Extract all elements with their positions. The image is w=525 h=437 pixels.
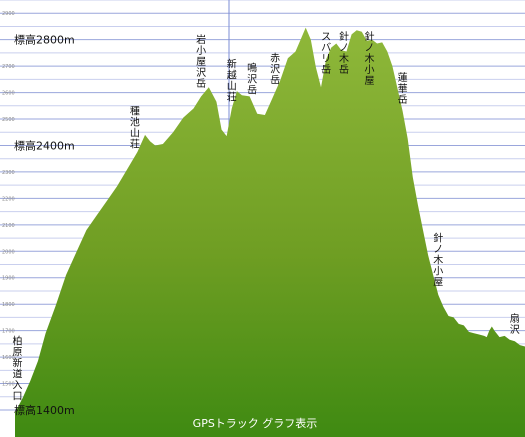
y-tick-label: 2700 [2, 64, 15, 70]
waypoint-label: 種池山荘 [130, 104, 140, 150]
elevation-area [15, 27, 525, 437]
y-axis-label: 標高2800m [14, 33, 75, 47]
y-tick-label: 1700 [2, 329, 15, 335]
y-tick-label: 2100 [2, 223, 15, 229]
chart-title: GPSトラック グラフ表示 [193, 416, 318, 430]
y-axis-label: 標高2400m [14, 138, 75, 152]
y-tick-label: 2000 [2, 249, 15, 255]
y-tick-label: 2200 [2, 196, 15, 202]
y-tick-label: 2500 [2, 117, 15, 123]
waypoint-label: 蓮華岳 [398, 71, 408, 106]
waypoint-label: 針ノ木岳 [339, 30, 349, 76]
waypoint-label: 扇沢 [510, 312, 520, 336]
y-tick-label: 2300 [2, 170, 15, 176]
waypoint-label: スバリ岳 [321, 32, 331, 76]
y-axis-ticks: 1500 1600 1700 1800 1900 2000 2100 2200 2300 2500… [2, 11, 15, 387]
waypoint-label: 鳴沢岳 [247, 61, 257, 96]
waypoint-label: 新越山荘 [227, 57, 237, 103]
waypoint-label: 岩小屋沢岳 [196, 33, 206, 90]
y-tick-label: 1800 [2, 302, 15, 308]
y-tick-label: 2600 [2, 91, 15, 97]
y-axis-labels: 標高2800m 標高2400m 標高1400m [14, 33, 75, 417]
waypoint-label: 針ノ木小屋 [433, 232, 443, 289]
y-tick-label: 1900 [2, 276, 15, 282]
waypoint-label: 柏原新道入口 [13, 334, 23, 402]
waypoint-label: 針ノ木小屋 [364, 30, 374, 87]
y-tick-label: 1600 [2, 355, 15, 361]
y-axis-label: 標高1400m [14, 403, 75, 417]
y-tick-label: 2900 [2, 11, 15, 17]
waypoint-label: 赤沢岳 [270, 53, 280, 87]
y-tick-label: 1500 [2, 382, 15, 388]
